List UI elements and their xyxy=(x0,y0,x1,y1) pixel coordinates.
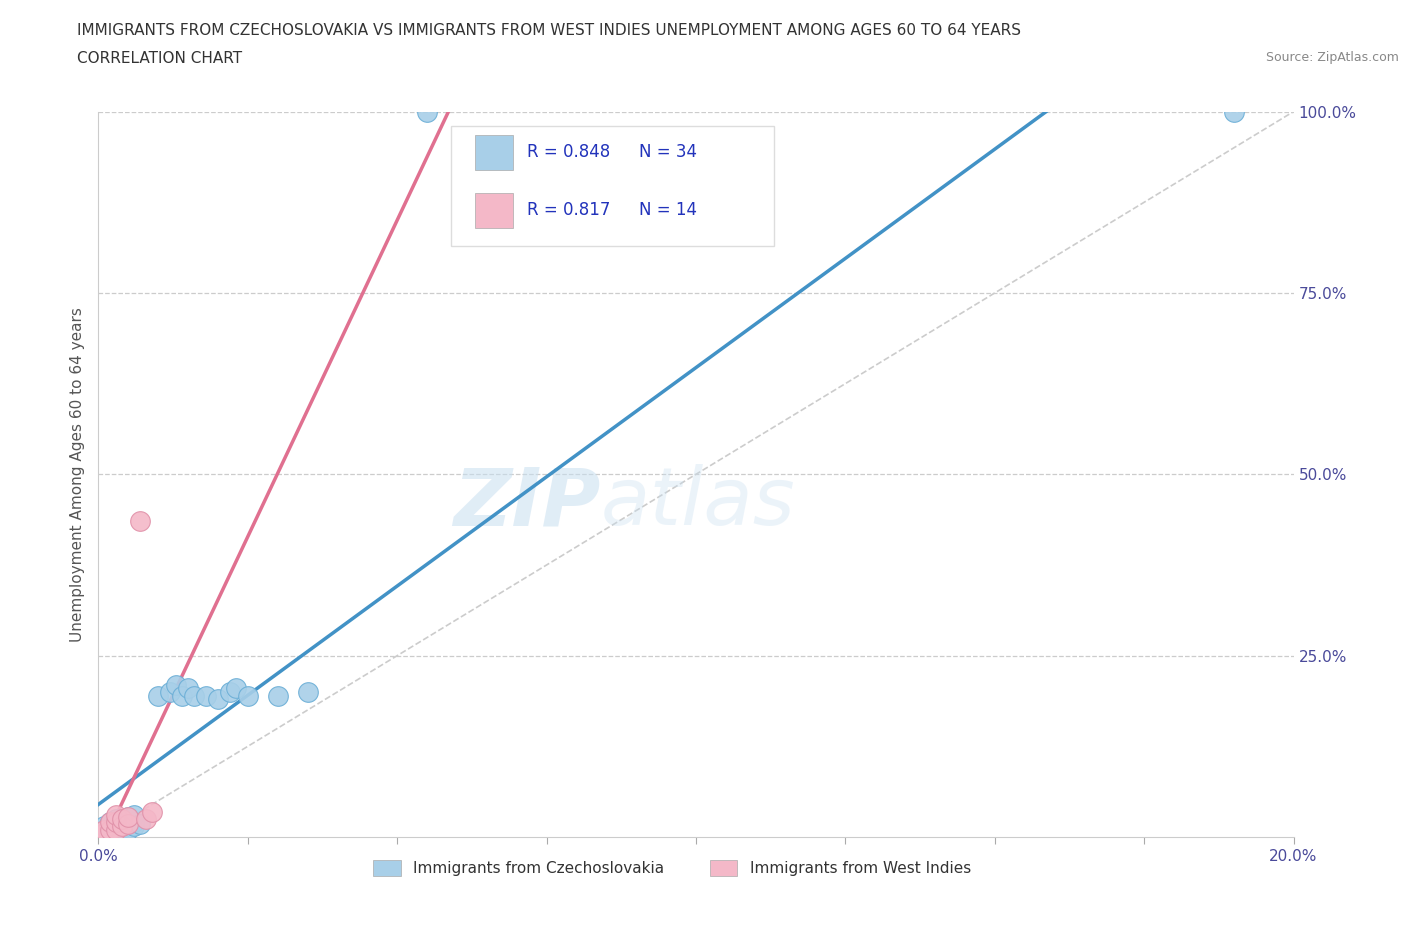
FancyBboxPatch shape xyxy=(475,193,513,228)
Point xyxy=(141,804,163,819)
Point xyxy=(98,824,122,839)
Point xyxy=(124,818,146,833)
Point xyxy=(236,688,259,703)
Point xyxy=(105,817,128,831)
Point xyxy=(416,104,439,119)
Point xyxy=(111,814,134,829)
Text: IMMIGRANTS FROM CZECHOSLOVAKIA VS IMMIGRANTS FROM WEST INDIES UNEMPLOYMENT AMONG: IMMIGRANTS FROM CZECHOSLOVAKIA VS IMMIGR… xyxy=(77,23,1021,38)
Point xyxy=(183,688,205,703)
Text: N = 14: N = 14 xyxy=(638,201,696,219)
Point xyxy=(225,681,247,696)
Text: R = 0.817: R = 0.817 xyxy=(527,201,610,219)
Point xyxy=(117,809,139,824)
Point xyxy=(98,818,122,833)
Point xyxy=(129,817,152,831)
Point xyxy=(111,821,134,836)
Point xyxy=(148,688,170,703)
Point xyxy=(159,684,181,699)
Point xyxy=(98,822,122,837)
Point xyxy=(111,818,134,833)
Point xyxy=(98,815,122,830)
Point xyxy=(117,817,139,831)
Point xyxy=(111,811,134,827)
Y-axis label: Unemployment Among Ages 60 to 64 years: Unemployment Among Ages 60 to 64 years xyxy=(69,307,84,642)
Text: N = 34: N = 34 xyxy=(638,143,696,161)
Point xyxy=(93,822,115,837)
Text: ZIP: ZIP xyxy=(453,464,600,542)
Point xyxy=(297,684,319,699)
Point xyxy=(105,811,128,827)
Point xyxy=(207,692,229,707)
Point xyxy=(93,822,115,837)
Point xyxy=(98,815,122,830)
Point xyxy=(105,822,128,837)
Text: atlas: atlas xyxy=(600,464,796,542)
Text: Source: ZipAtlas.com: Source: ZipAtlas.com xyxy=(1265,51,1399,64)
Point xyxy=(105,808,128,823)
Point xyxy=(117,817,139,831)
Point xyxy=(135,811,157,827)
Point xyxy=(195,688,218,703)
Point xyxy=(117,809,139,824)
Point xyxy=(124,815,146,830)
Legend: Immigrants from Czechoslovakia, Immigrants from West Indies: Immigrants from Czechoslovakia, Immigran… xyxy=(366,853,979,884)
Point xyxy=(267,688,290,703)
Point xyxy=(93,826,115,841)
Point xyxy=(117,822,139,837)
Point xyxy=(93,826,115,841)
Point xyxy=(165,677,187,692)
Point xyxy=(177,681,200,696)
Point xyxy=(105,815,128,830)
FancyBboxPatch shape xyxy=(451,126,773,246)
FancyBboxPatch shape xyxy=(475,135,513,169)
Point xyxy=(124,808,146,823)
Point xyxy=(93,818,115,833)
Text: R = 0.848: R = 0.848 xyxy=(527,143,610,161)
Point xyxy=(219,684,242,699)
Point xyxy=(172,688,194,703)
Point xyxy=(105,822,128,837)
Point xyxy=(129,514,152,529)
Text: CORRELATION CHART: CORRELATION CHART xyxy=(77,51,242,66)
Point xyxy=(1223,104,1246,119)
